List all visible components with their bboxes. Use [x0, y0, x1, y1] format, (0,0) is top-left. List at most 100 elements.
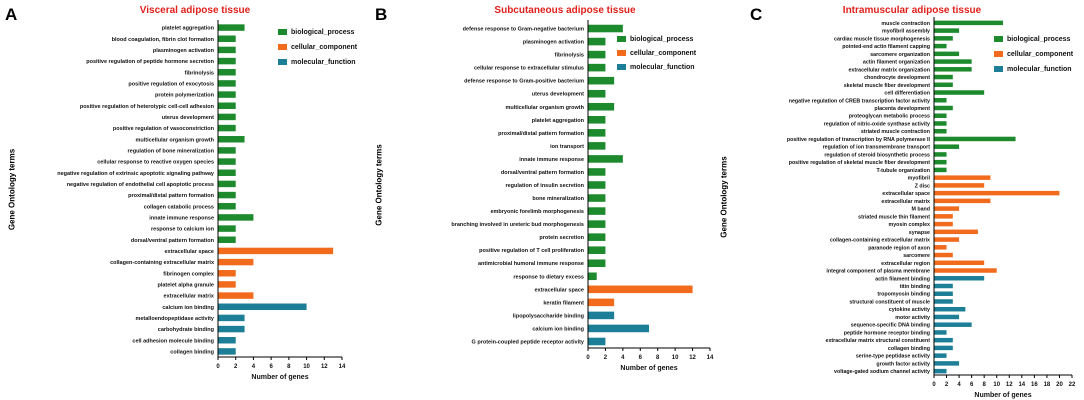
panel-c-category-label: integral component of plasma membrane — [826, 269, 930, 275]
panel-b-bar — [588, 311, 615, 320]
panel-b-bar — [588, 76, 615, 85]
panel-c-bar — [934, 190, 1060, 196]
panel-c-bar — [934, 330, 947, 335]
panel-a-bar — [218, 136, 245, 143]
panel-c-x-tick-label: 20 — [1056, 382, 1063, 388]
panel-b-x-tick-label: 14 — [707, 355, 714, 361]
panel-b-category-label: keratin filament — [543, 300, 584, 306]
panel-c-x-tick-label: 14 — [1018, 382, 1025, 388]
panel-a-bar — [218, 180, 236, 188]
panel-b-bar — [588, 142, 606, 150]
panel-a-bar — [218, 236, 236, 243]
panel-a-legend-label: molecular_function — [291, 59, 356, 66]
panel-c-x-tick-label: 6 — [970, 382, 974, 388]
panel-b-bar — [588, 63, 606, 72]
panel-a-x-tick-label: 14 — [339, 364, 346, 370]
panel-c-category-label: sarcomere — [903, 253, 930, 259]
panel-a-legend-swatch — [278, 59, 287, 65]
panel-a-x-tick-label: 2 — [234, 364, 238, 370]
panel-a-category-label: calcium ion binding — [162, 305, 214, 311]
panel-a-category-label: dorsal/ventral pattern formation — [131, 238, 215, 244]
panel-c-letter: C — [750, 5, 762, 24]
panel-a-title: Visceral adipose tissue — [140, 5, 251, 16]
panel-c-bar — [934, 198, 991, 204]
panel-b-bar — [588, 129, 606, 137]
panel-a-bar — [218, 247, 334, 255]
panel-a-xlabel: Number of genes — [251, 374, 308, 381]
panel-c-title: Intramuscular adipose tissue — [843, 5, 982, 16]
panel-b-category-label: ion transport — [550, 144, 584, 150]
panel-c-bar — [934, 51, 960, 57]
panel-b-legend-label: cellular_component — [630, 50, 697, 57]
panel-a-legend-swatch — [278, 44, 287, 50]
panel-c-x-tick-label: 18 — [1044, 382, 1051, 388]
panel-a-bar — [218, 337, 236, 344]
panel-c-bar — [934, 128, 947, 134]
panel-b-bar — [588, 102, 615, 111]
panel-a-category-label: platelet alpha granule — [157, 282, 214, 288]
panel-c-bar — [934, 252, 953, 258]
panel-a-bar — [218, 158, 236, 165]
panel-a-category-label: innate immune response — [149, 215, 214, 221]
panel-c-category-label: cytokine activity — [889, 307, 930, 313]
panel-b-bar — [588, 194, 606, 202]
panel-c-bar — [934, 74, 953, 80]
panel-b-bar — [588, 259, 606, 268]
panel-a-category-label: extracellular space — [164, 249, 214, 255]
panel-b-legend-label: molecular_function — [630, 64, 695, 71]
panel-b-category-label: extracellular space — [534, 287, 584, 293]
panel-c-legend-swatch — [994, 36, 1003, 42]
panel-c-category-label: actin filament binding — [875, 276, 930, 282]
panel-a-letter: A — [5, 5, 17, 24]
panel-c-category-label: collagen-containing extracellular matrix — [830, 238, 930, 244]
panel-b-category-label: calcium ion binding — [532, 326, 584, 332]
panel-b-legend-swatch — [617, 64, 626, 70]
panel-b-category-label: response to dietary excess — [513, 274, 584, 280]
panel-a-category-label: fibrinolysis — [185, 70, 214, 76]
panel-c-legend: biological_process cellular_componentmole… — [994, 36, 1074, 73]
panel-c-bar — [934, 276, 985, 281]
panel-b-legend-label: biological_process — [630, 36, 694, 43]
panel-a-bar — [218, 102, 236, 109]
panel-c-bar — [934, 59, 972, 64]
panel-b-category-label: dorsal/ventral pattern formation — [501, 170, 585, 176]
panel-c-bar — [934, 314, 960, 320]
panel-a-legend-label: cellular_component — [291, 44, 358, 51]
panel-a-category-label: uterus development — [162, 115, 214, 121]
panel-a-bar — [218, 258, 254, 266]
panel-c-bar — [934, 20, 1003, 26]
panel-b-category-label: embryonic forelimb morphogenesis — [490, 209, 584, 215]
panel-c-xlabel: Number of genes — [974, 392, 1031, 399]
panel-c-bar — [934, 43, 947, 49]
panel-a-bar — [218, 270, 236, 277]
panel-a-bar — [218, 24, 245, 31]
panel-c-category-label: voltage-gated sodium channel activity — [834, 369, 930, 375]
panel-c-category-label: skeletal muscle fiber development — [844, 83, 930, 89]
panel-c-category-label: myofibril — [908, 176, 931, 182]
panel-b-title: Subcutaneous adipose tissue — [494, 5, 636, 16]
panel-c-bar — [934, 90, 985, 95]
panel-c-bar — [934, 361, 960, 366]
panel-c-category-label: positive regulation of skeletal muscle f… — [789, 160, 931, 166]
panel-b-x-tick-label: 0 — [586, 355, 590, 361]
panel-c-bar — [934, 28, 960, 33]
panel-b-category-label: branching involved in ureteric bud morph… — [451, 222, 584, 228]
panel-a-bar — [218, 348, 236, 355]
panel-a-x-tick-label: 6 — [269, 364, 273, 370]
panel-b-bar — [588, 233, 606, 241]
panel-c-legend-label: biological_process — [1007, 36, 1071, 43]
panel-c-bar — [934, 337, 953, 343]
panel-b-category-label: positive regulation of T cell proliferat… — [479, 248, 584, 254]
panel-b-bar — [588, 246, 606, 254]
panel-c: C Intramuscular adipose tissue Gene Ontolo… — [720, 5, 1076, 399]
panel-b-category-label: G protein-coupled peptide receptor activ… — [472, 339, 585, 345]
panel-b-bar — [588, 155, 623, 163]
panel-c-category-label: motor activity — [895, 315, 930, 321]
panel-a-bar — [218, 281, 236, 288]
panel-a-legend: biological_process cellular_componentmole… — [278, 29, 358, 66]
panel-b-category-label: uterus development — [532, 92, 584, 98]
panel-a-category-label: protein polymerization — [155, 93, 215, 99]
panel-b-x-tick-label: 4 — [621, 355, 625, 361]
panel-b-ylabel: Gene Ontology terms — [375, 144, 384, 226]
panel-a-bar — [218, 57, 236, 65]
